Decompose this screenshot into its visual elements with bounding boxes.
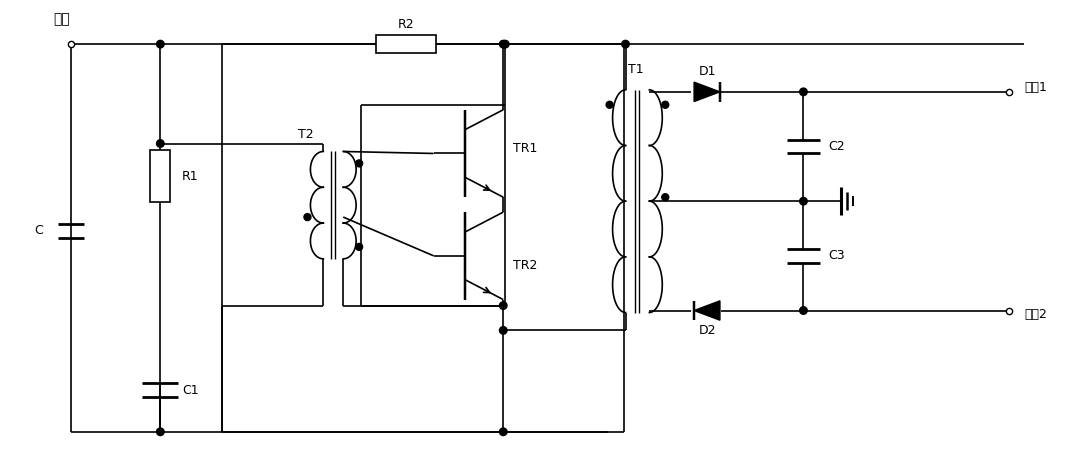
Text: T2: T2	[298, 128, 313, 141]
Circle shape	[499, 41, 507, 48]
Text: D2: D2	[698, 324, 716, 337]
Bar	[150, 150, 170, 202]
Circle shape	[356, 243, 362, 250]
Circle shape	[499, 428, 507, 436]
Text: T1: T1	[628, 64, 643, 77]
Text: D1: D1	[698, 65, 716, 78]
Circle shape	[502, 41, 509, 48]
Text: R2: R2	[397, 18, 415, 31]
Text: C1: C1	[182, 384, 199, 396]
Polygon shape	[694, 301, 720, 320]
Circle shape	[157, 428, 164, 436]
Text: TR2: TR2	[514, 259, 537, 272]
Circle shape	[157, 41, 164, 48]
Circle shape	[800, 307, 807, 314]
Text: R1: R1	[182, 170, 199, 183]
Circle shape	[800, 197, 807, 205]
Circle shape	[499, 326, 507, 334]
Text: C2: C2	[828, 140, 845, 153]
Text: 输出2: 输出2	[1024, 308, 1047, 321]
Text: 输入: 输入	[53, 12, 70, 26]
Text: TR1: TR1	[514, 142, 537, 155]
Text: C: C	[35, 225, 44, 237]
Circle shape	[499, 302, 507, 309]
Circle shape	[800, 88, 807, 95]
Circle shape	[304, 213, 311, 220]
Text: C3: C3	[828, 249, 845, 262]
Bar	[376, 35, 435, 53]
Text: 输出1: 输出1	[1024, 81, 1047, 95]
Circle shape	[356, 160, 362, 167]
Circle shape	[157, 140, 164, 148]
Circle shape	[606, 101, 613, 108]
Circle shape	[662, 101, 669, 108]
Polygon shape	[694, 82, 720, 101]
Circle shape	[621, 41, 629, 48]
Circle shape	[662, 194, 669, 201]
